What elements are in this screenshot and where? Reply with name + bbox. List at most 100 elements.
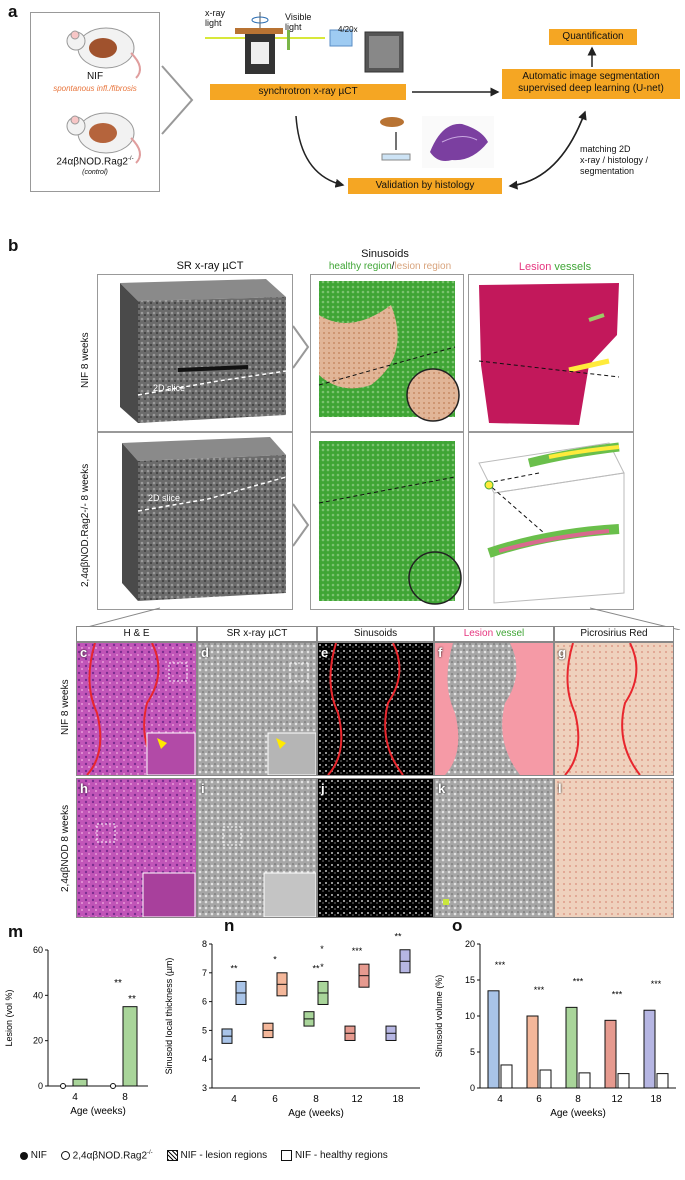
merge-arrow-icon [161,65,194,135]
b-slice-label-1: 2D slice [153,383,186,393]
b-nif-ct-cube: 2D slice [97,274,293,432]
m-ctrl-point [110,1083,116,1089]
header-picrosirius: Picrosirius Red [554,626,674,642]
b-arrow-2-icon [292,503,310,547]
legend-healthy: NIF - healthy regions [281,1150,388,1161]
o-xtick-label: 4 [497,1094,503,1105]
tile-i: i [197,778,317,918]
o-bar-healthy [643,1009,656,1089]
b-col1-title: SR x-ray µCT [176,260,244,272]
n-sig: *** [352,946,363,956]
synchrotron-box: synchrotron x-ray µCT [210,84,406,100]
volume-chart: 0 5 10 15 20 Sinusoid volume (%) Age (weeks) 4 *… [434,939,676,1119]
n-ytick-label: 6 [202,997,207,1007]
o-bar-lesion [539,1069,552,1089]
b-nif-lesion-cube [468,274,634,432]
b-col2-title: Sinusoids [361,248,409,260]
hatched-square-icon [166,1150,178,1162]
o-sig: *** [612,989,623,999]
o-bar-lesion [578,1072,591,1089]
n-xtick-label: 6 [272,1094,278,1105]
xray-light-label: x-ray light [205,8,225,28]
m-ylabel: Lesion (vol %) [4,989,14,1046]
n-ylabel: Sinusoid local thickness (µm) [164,958,174,1075]
tile-l: l [554,778,674,918]
n-xtick-label: 4 [231,1094,237,1105]
n-xtick-label: 12 [351,1094,363,1105]
tile-e: e [317,642,434,776]
label-d: d [201,645,209,660]
b-col3-title: Lesion vessels [518,261,592,273]
o-ytick-label: 5 [470,1047,475,1057]
m-sig-2: ** [128,994,136,1005]
n-sig: ** [230,963,238,973]
o-sig: *** [573,976,584,986]
n-xlabel: Age (weeks) [288,1108,344,1119]
tile-h: h [76,778,197,918]
label-j: j [321,781,325,796]
nif-mouse-icon [66,27,141,79]
o-ylabel: Sinusoid volume (%) [434,975,444,1058]
mouse-models-box: NIF spontanous infl./fibrosis 24αβNOD.Ra… [30,12,160,192]
n-ytick-label: 3 [202,1083,207,1093]
o-ytick-label: 0 [470,1083,475,1093]
segmentation-box: Automatic image segmentation supervised … [502,69,680,99]
panel-label-n: n [224,916,235,935]
o-sig: *** [651,979,662,989]
m-ytick-label: 0 [38,1081,43,1091]
open-square-icon [281,1150,293,1162]
figure-legend: NIF 2,4αβNOD.Rag2-/- NIF - lesion region… [20,1150,388,1161]
o-bar-healthy [526,1015,539,1089]
o-sig: *** [534,985,545,995]
o-xlabel: Age (weeks) [550,1108,606,1119]
n-xtick-label: 18 [392,1094,404,1105]
o-ytick-label: 10 [465,1011,475,1021]
m-ytick-label: 20 [33,1036,43,1046]
n-ytick-label: 8 [202,939,207,949]
o-bar-lesion [617,1073,630,1089]
m-bar [72,1078,88,1087]
header-sinusoids: Sinusoids [317,626,434,642]
histology-illustration [380,116,494,168]
o-bar-healthy [604,1019,617,1089]
quantification-box: Quantification [549,29,637,45]
m-bar [122,1006,138,1087]
panel-label-m: m [8,922,24,941]
o-xtick-label: 6 [536,1094,542,1105]
validation-box: Validation by histology [348,178,502,194]
b-slice-label-2: 2D slice [148,493,181,503]
label-i: i [201,781,205,796]
n-sig: ** [312,963,320,973]
panel-label-o: o [452,916,463,935]
legend-lesion: NIF - lesion regions [166,1150,267,1162]
b-row1-label: NIF 8 weeks [80,332,91,388]
o-ytick-label: 20 [465,939,475,949]
mouse-illustrations [66,27,141,164]
b-ctrl-sinusoid-cube [310,432,464,610]
tile-k: k [434,778,554,918]
legend-ctrl: 2,4αβNOD.Rag2-/- [60,1150,153,1161]
o-xtick-label: 12 [611,1094,623,1105]
n-sig: ** [394,932,402,942]
n-xtick-label: 8 [313,1094,319,1105]
control-mouse-icon [66,112,141,164]
header-lesion-vessel: Lesion vessel [434,626,554,642]
b-nif-sinusoid-cube [310,274,464,432]
legend-nif: NIF [20,1150,47,1161]
tile-d: d [197,642,317,776]
o-ytick-label: 15 [465,975,475,985]
filled-circle-icon [20,1151,28,1160]
matching-label: matching 2D x-ray / histology / segmenta… [580,144,649,176]
label-g: g [558,645,566,660]
control-label: 24αβNOD.Rag2-/- [56,156,134,168]
label-l: l [558,781,562,796]
m-xlabel: Age (weeks) [70,1106,126,1117]
label-h: h [80,781,88,796]
o-bar-healthy [565,1006,578,1089]
tile-f: f [434,642,554,776]
tile-g: g [554,642,674,776]
n-sig: * [273,955,277,965]
header-ct: SR x-ray µCT [197,626,317,642]
cl-row2-label: 2,4αβNOD 8 weeks [60,804,71,892]
panel-a-arrows [295,46,597,190]
